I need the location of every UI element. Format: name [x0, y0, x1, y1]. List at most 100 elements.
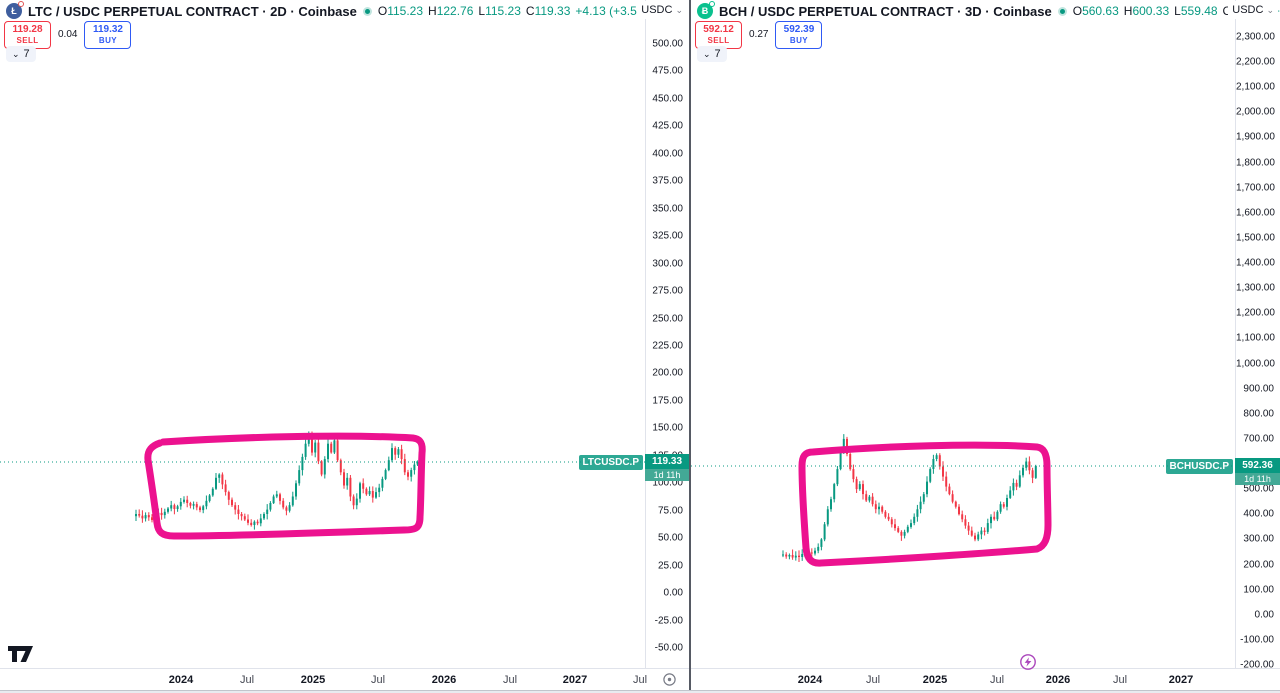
price-tick-label: 100.00 — [1243, 584, 1274, 596]
time-axis-label: Jul — [632, 674, 648, 686]
price-tick-label: 2,000.00 — [1236, 106, 1275, 118]
price-tick-label: -200.00 — [1240, 659, 1274, 671]
price-tick-label: 250.00 — [652, 313, 683, 325]
chart-panel-bchusdc[interactable]: 2,300.00 2,200.00 2,100.00 2,000.00 1,900.00… — [691, 0, 1280, 690]
bch-coin-icon: Ƀ — [697, 1, 715, 19]
trade-buttons: 592.12 SELL 0.27 592.39 BUY — [695, 21, 823, 49]
time-axis-label: 2026 — [1045, 674, 1071, 686]
price-axis[interactable]: 2,300.00 2,200.00 2,100.00 2,000.00 1,900.00… — [1235, 0, 1280, 671]
price-tick-label: 1,300.00 — [1236, 282, 1275, 294]
price-tick-label: 500.00 — [1243, 483, 1274, 495]
time-axis-label: Jul — [370, 674, 386, 686]
symbol-title[interactable]: LTC / USDC PERPETUAL CONTRACT · 2D · Coi… — [28, 3, 357, 19]
candlestick-chart-bch[interactable] — [691, 0, 1235, 668]
time-axis-label: 2025 — [300, 674, 326, 686]
bar-countdown: 1d 11h — [645, 469, 689, 482]
symbol-tag: BCHUSDC.P — [1165, 458, 1233, 474]
time-axis-label: 2024 — [797, 674, 823, 686]
currency-selector[interactable]: USDC ⌄ — [637, 1, 687, 19]
price-tick-label: 400.00 — [652, 148, 683, 160]
price-tick-label: 375.00 — [652, 175, 683, 187]
window-bottom-edge — [0, 690, 1280, 693]
price-tick-label: 1,500.00 — [1236, 232, 1275, 244]
price-tick-label: 1,600.00 — [1236, 207, 1275, 219]
chart-panel-ltcusdc[interactable]: 500.00 475.00 450.00 425.00 400.00 375.00 350.… — [0, 0, 689, 690]
price-tick-label: 1,400.00 — [1236, 257, 1275, 269]
price-tick-label: 475.00 — [652, 65, 683, 77]
price-tick-label: 1,100.00 — [1236, 332, 1275, 344]
current-price-label: LTCUSDC.P 119.33 1d 11h — [578, 454, 689, 482]
price-tick-label: 900.00 — [1243, 383, 1274, 395]
time-axis-label: Jul — [1112, 674, 1128, 686]
buy-button[interactable]: 592.39 BUY — [775, 21, 823, 49]
object-tree-toggle[interactable]: ⌄ 7 — [6, 46, 36, 62]
time-axis-label: 2024 — [168, 674, 194, 686]
symbol-tag: LTCUSDC.P — [578, 455, 643, 471]
currency-selector[interactable]: USDC ⌄ — [1228, 1, 1278, 19]
chevron-down-icon: ⌄ — [675, 4, 683, 15]
price-tick-label: 800.00 — [1243, 408, 1274, 420]
chevron-down-icon: ⌄ — [703, 48, 711, 59]
price-tick-label: 2,300.00 — [1236, 31, 1275, 43]
current-price-label: BCHUSDC.P 592.36 1d 11h — [1165, 457, 1280, 485]
spread-value: 0.27 — [749, 29, 769, 41]
chart-legend: Ƀ BCH / USDC PERPETUAL CONTRACT · 3D · C… — [697, 1, 1280, 20]
price-axis[interactable]: 500.00 475.00 450.00 425.00 400.00 375.00 350.… — [645, 0, 689, 668]
boost-lightning-icon[interactable] — [1019, 653, 1037, 676]
price-tick-label: 75.00 — [657, 505, 683, 517]
ltc-coin-icon: Ł — [6, 1, 24, 19]
time-axis-label: 2026 — [431, 674, 457, 686]
price-tick-label: 1,000.00 — [1236, 358, 1275, 370]
price-tick-label: 450.00 — [652, 93, 683, 105]
price-tick-label: 275.00 — [652, 285, 683, 297]
tradingview-watermark-logo[interactable] — [8, 646, 34, 667]
candlestick-chart-ltc[interactable] — [0, 0, 645, 668]
price-tick-label: -50.00 — [654, 642, 683, 654]
price-tick-label: 100.00 — [652, 477, 683, 489]
time-axis-label: Jul — [239, 674, 255, 686]
price-tick-label: 50.00 — [657, 532, 683, 544]
time-axis[interactable]: 2024 Jul 2025 Jul 2026 Jul 2027 Jul — [0, 668, 689, 690]
object-tree-toggle[interactable]: ⌄ 7 — [697, 46, 727, 62]
symbol-title[interactable]: BCH / USDC PERPETUAL CONTRACT · 3D · Coi… — [719, 3, 1052, 19]
drawn-rectangle-annotation[interactable] — [144, 432, 426, 540]
price-tick-label: 200.00 — [1243, 559, 1274, 571]
last-price-value: 119.33 — [645, 454, 689, 470]
price-tick-label: 225.00 — [652, 340, 683, 352]
price-tick-label: 200.00 — [652, 367, 683, 379]
drawn-rectangle-annotation[interactable] — [798, 441, 1052, 567]
time-axis[interactable]: 2024 Jul 2025 Jul 2026 Jul 2027 — [691, 668, 1280, 690]
price-tick-label: 1,700.00 — [1236, 182, 1275, 194]
price-tick-label: 700.00 — [1243, 433, 1274, 445]
panel-divider[interactable] — [689, 0, 691, 693]
price-tick-label: 500.00 — [652, 38, 683, 50]
price-tick-label: 25.00 — [657, 560, 683, 572]
price-tick-label: 2,100.00 — [1236, 81, 1275, 93]
price-tick-label: 300.00 — [652, 258, 683, 270]
time-axis-label: Jul — [865, 674, 881, 686]
market-status-icon[interactable] — [1057, 6, 1067, 16]
axis-settings-icon[interactable] — [662, 672, 677, 690]
time-axis-label: Jul — [502, 674, 518, 686]
price-tick-label: 175.00 — [652, 395, 683, 407]
trade-buttons: 119.28 SELL 0.04 119.32 BUY — [4, 21, 132, 49]
price-tick-label: 1,800.00 — [1236, 157, 1275, 169]
price-tick-label: 400.00 — [1243, 508, 1274, 520]
price-tick-label: 425.00 — [652, 120, 683, 132]
price-tick-label: 2,200.00 — [1236, 56, 1275, 68]
time-axis-label: 2025 — [922, 674, 948, 686]
time-axis-label: 2027 — [562, 674, 588, 686]
sell-button[interactable]: 119.28 SELL — [4, 21, 51, 49]
time-axis-label: 2027 — [1168, 674, 1194, 686]
time-axis-label: Jul — [989, 674, 1005, 686]
chart-legend: Ł LTC / USDC PERPETUAL CONTRACT · 2D · C… — [6, 1, 658, 20]
sell-button[interactable]: 592.12 SELL — [695, 21, 742, 49]
price-tick-label: 350.00 — [652, 203, 683, 215]
price-tick-label: 1,200.00 — [1236, 307, 1275, 319]
price-tick-label: 150.00 — [652, 422, 683, 434]
price-tick-label: 325.00 — [652, 230, 683, 242]
market-status-icon[interactable] — [362, 6, 372, 16]
buy-button[interactable]: 119.32 BUY — [84, 21, 132, 49]
bar-countdown: 1d 11h — [1235, 472, 1280, 485]
